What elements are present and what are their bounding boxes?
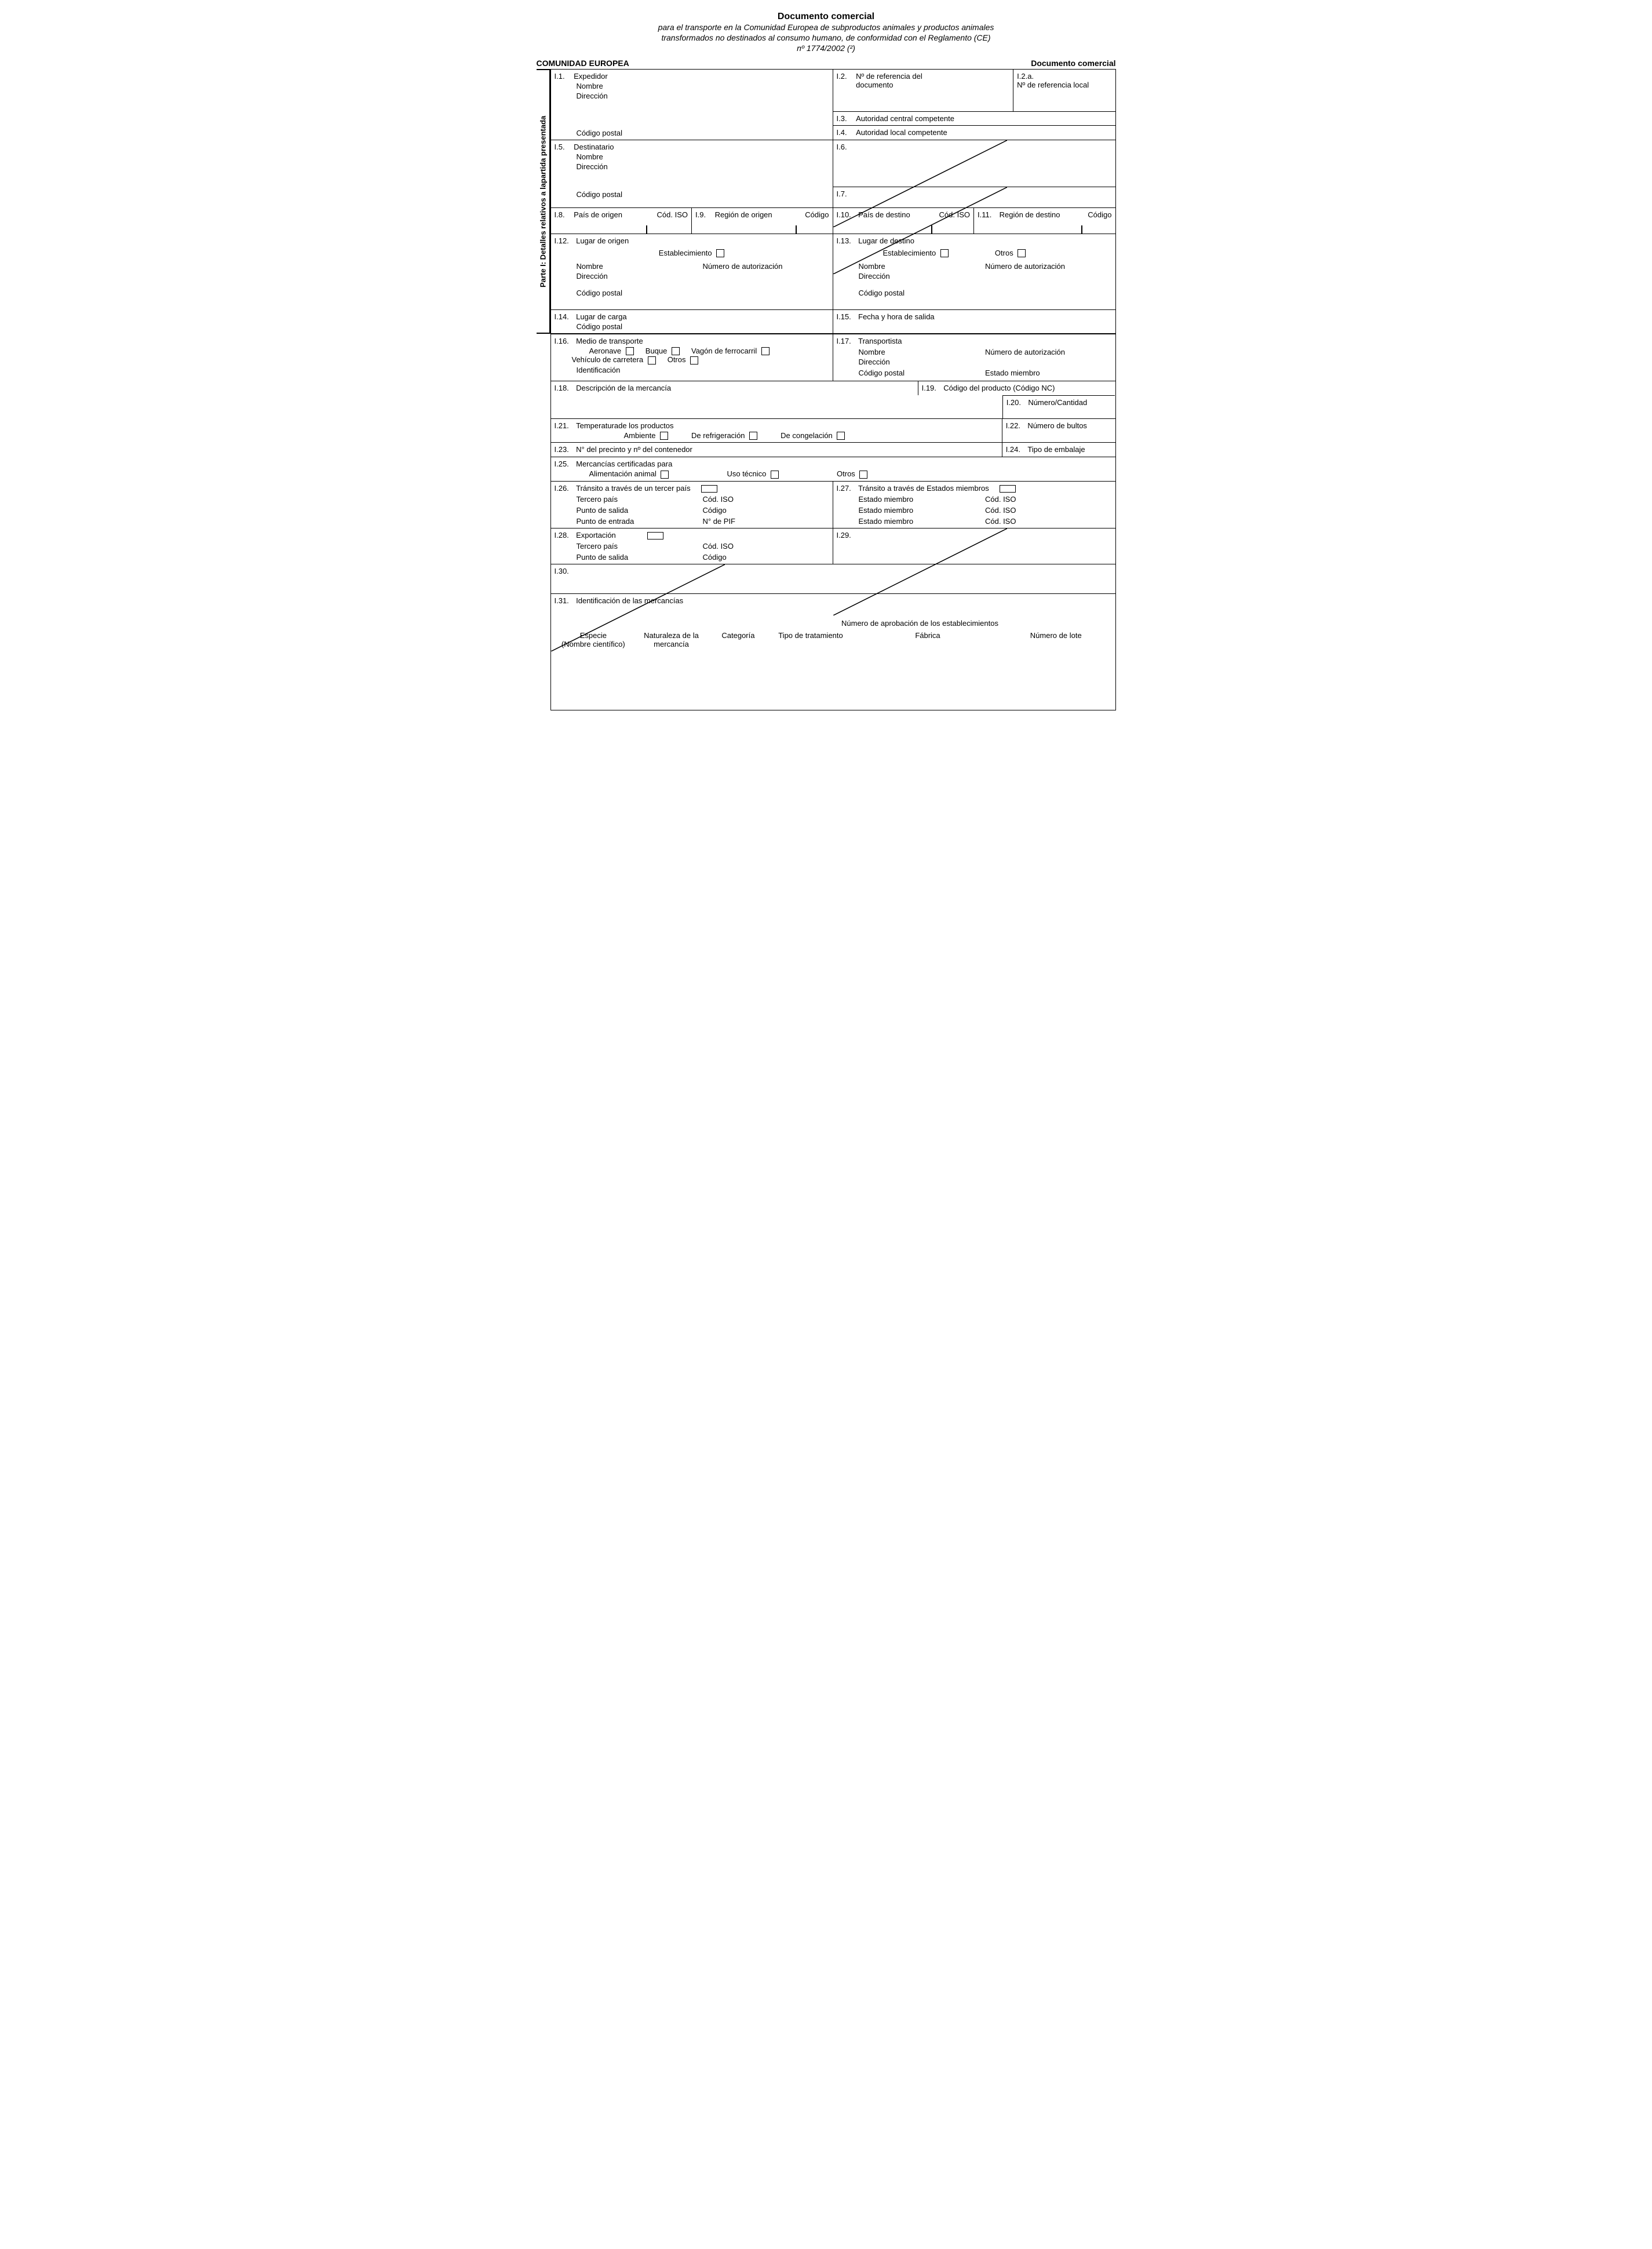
subtitle-1: para el transporte en la Comunidad Europ… [537, 22, 1116, 32]
cell-i14: I.14. Lugar de carga Código postal [551, 310, 833, 333]
checkbox[interactable] [648, 356, 656, 364]
cell-i21: I.21. Temperaturade los productos Ambien… [551, 419, 1002, 443]
checkbox[interactable] [672, 347, 680, 355]
cell-i8: I.8. País de origen Cód. ISO [551, 208, 692, 234]
checkbox[interactable] [660, 432, 668, 440]
cell-i11: I.11. Región de destino Código [974, 208, 1115, 234]
checkbox[interactable] [1018, 249, 1026, 257]
cell-i6: I.6. [833, 140, 1115, 187]
cell-i4: I.4. Autoridad local competente [833, 125, 1115, 140]
checkbox[interactable] [701, 485, 717, 493]
cell-i7: I.7. [833, 187, 1115, 207]
topbar: COMUNIDAD EUROPEA Documento comercial [537, 59, 1116, 68]
cell-i13: I.13. Lugar de destino Establecimiento O… [833, 234, 1115, 309]
checkbox[interactable] [661, 471, 669, 479]
checkbox[interactable] [771, 471, 779, 479]
checkbox[interactable] [690, 356, 698, 364]
cell-i17: I.17. Transportista NombreNúmero de auto… [833, 334, 1115, 381]
cell-i2: I.2. Nº de referencia del documento [833, 70, 1014, 111]
checkbox[interactable] [749, 432, 757, 440]
cell-i30: I.30. [551, 564, 1115, 593]
checkbox[interactable] [1000, 485, 1016, 493]
cell-i3: I.3. Autoridad central competente [833, 111, 1115, 125]
form-grid: I.1. Expedidor Nombre Dirección I.2. Nº … [550, 69, 1116, 334]
cell-i18: I.18. Descripción de la mercancía [551, 381, 918, 395]
checkbox[interactable] [626, 347, 634, 355]
checkbox[interactable] [859, 471, 867, 479]
cell-i20: I.20. Número/Cantidad [1002, 395, 1115, 418]
cell-i19: I.19. Código del producto (Código NC) [918, 381, 1115, 395]
cell-i18b [551, 395, 1002, 418]
cell-i9: I.9. Región de origen Código [692, 208, 833, 234]
cell-i5: I.5. Destinatario Nombre Dirección [551, 140, 833, 187]
cell-i2a: I.2.a. Nº de referencia local [1013, 70, 1115, 111]
cell-i10: I.10. País de destino Cód. ISO [833, 208, 975, 234]
cell-i24: I.24. Tipo de embalaje [1002, 443, 1115, 457]
cell-i1c: Código postal [551, 125, 833, 140]
side-label: Parte I: Detalles relativos a lapartida … [537, 69, 550, 334]
checkbox[interactable] [940, 249, 949, 257]
cell-i31: I.31. Identificación de las mercancías N… [551, 594, 1115, 710]
subtitle-2: transformados no destinados al consumo h… [537, 32, 1116, 43]
cell-i15: I.15. Fecha y hora de salida [833, 310, 1115, 333]
cell-i5b: Código postal [551, 187, 833, 207]
checkbox[interactable] [647, 532, 663, 540]
cell-i26: I.26. Tránsito a través de un tercer paí… [551, 482, 833, 528]
topbar-right: Documento comercial [1031, 59, 1115, 68]
cell-i1: I.1. Expedidor Nombre Dirección [551, 70, 833, 111]
cell-i12: I.12. Lugar de origen Establecimiento No… [551, 234, 833, 309]
cell-i25: I.25. Mercancías certificadas para Alime… [551, 457, 1115, 481]
cell-i28: I.28. Exportación Tercero paísCód. ISO P… [551, 528, 833, 564]
checkbox[interactable] [837, 432, 845, 440]
checkbox[interactable] [761, 347, 770, 355]
cell-i29: I.29. [833, 528, 1115, 564]
cell-i22: I.22. Número de bultos [1002, 419, 1115, 443]
subtitle-3: nº 1774/2002 (²) [537, 43, 1116, 53]
title: Documento comercial [537, 12, 1116, 22]
cell-i23: I.23. N° del precinto y nº del contenedo… [551, 443, 1002, 457]
cell-i16: I.16. Medio de transporte Aeronave Buque… [551, 334, 833, 381]
topbar-left: COMUNIDAD EUROPEA [537, 59, 629, 68]
cell-i27: I.27. Tránsito a través de Estados miemb… [833, 482, 1115, 528]
document-header: Documento comercial para el transporte e… [537, 12, 1116, 54]
cell-i1b [551, 111, 833, 125]
checkbox[interactable] [716, 249, 724, 257]
